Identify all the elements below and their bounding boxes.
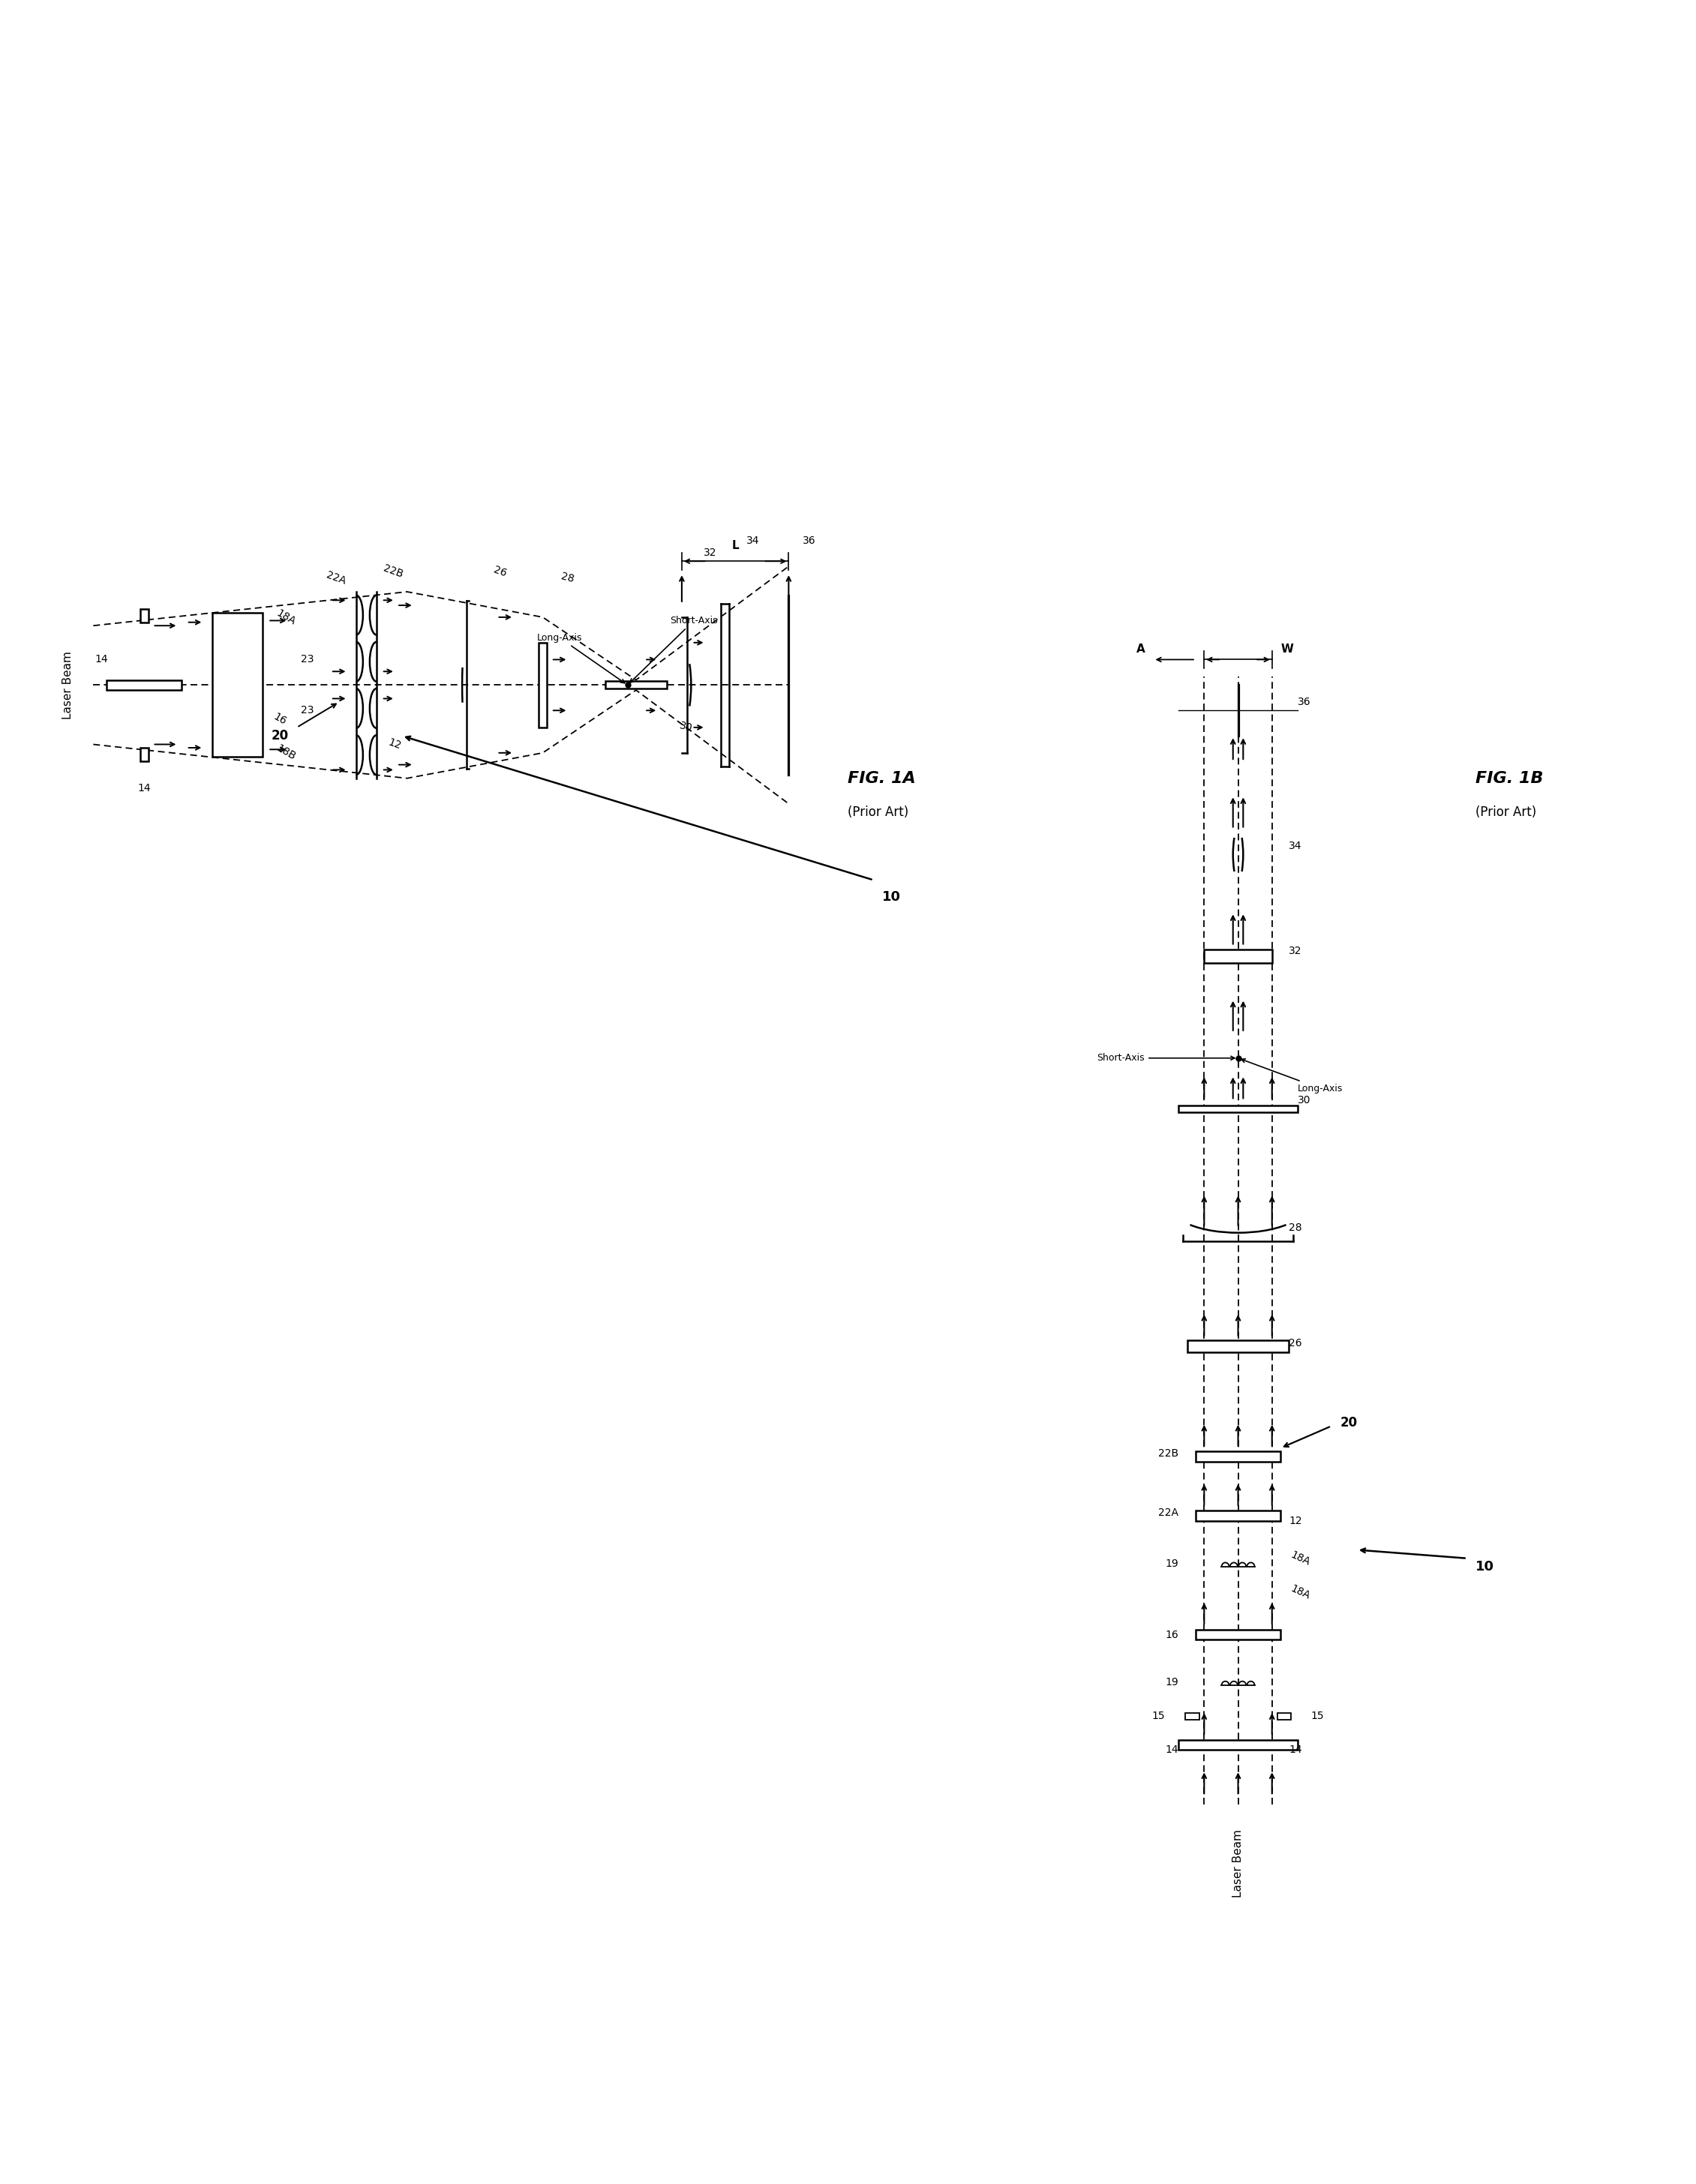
- Text: 22B: 22B: [1158, 1448, 1179, 1459]
- Bar: [539, 642, 546, 727]
- Text: 20: 20: [1340, 1415, 1357, 1428]
- Text: 32: 32: [704, 548, 717, 557]
- Bar: [139, 747, 149, 762]
- Text: 18B: 18B: [275, 743, 298, 762]
- Text: 14: 14: [95, 655, 109, 664]
- Text: 26: 26: [492, 563, 507, 579]
- Text: 22A: 22A: [1158, 1507, 1179, 1518]
- Text: Long-Axis: Long-Axis: [1241, 1059, 1343, 1094]
- Text: 19: 19: [1165, 1677, 1179, 1688]
- Text: 14: 14: [1165, 1745, 1179, 1756]
- Text: 34: 34: [746, 535, 760, 546]
- Text: Laser Beam: Laser Beam: [1233, 1830, 1243, 1898]
- Text: 30: 30: [678, 721, 694, 734]
- Text: 28: 28: [1289, 1223, 1303, 1234]
- Bar: [1179, 1741, 1297, 1749]
- Text: 12: 12: [1289, 1516, 1303, 1527]
- Text: Short-Axis: Short-Axis: [629, 616, 717, 684]
- Text: 12: 12: [387, 738, 402, 751]
- Text: L: L: [731, 539, 739, 550]
- Text: 14: 14: [1289, 1745, 1303, 1756]
- Text: 18A: 18A: [1289, 1548, 1313, 1568]
- Text: 34: 34: [1289, 841, 1303, 852]
- Bar: [212, 614, 263, 758]
- Text: 19: 19: [1165, 1557, 1179, 1568]
- Bar: [1186, 1712, 1199, 1719]
- Text: 16: 16: [1165, 1629, 1179, 1640]
- Text: 14: 14: [137, 784, 151, 793]
- Text: FIG. 1A: FIG. 1A: [848, 771, 916, 786]
- Bar: [1196, 1511, 1280, 1520]
- Text: A: A: [1136, 644, 1145, 655]
- Text: (Prior Art): (Prior Art): [848, 806, 909, 819]
- Text: 10: 10: [1476, 1559, 1494, 1572]
- Text: 20: 20: [271, 729, 288, 743]
- Text: W: W: [1280, 644, 1292, 655]
- Text: 15: 15: [1152, 1710, 1165, 1721]
- Bar: [1196, 1629, 1280, 1640]
- Bar: [1187, 1341, 1289, 1352]
- Text: 23: 23: [300, 705, 314, 716]
- Text: Short-Axis: Short-Axis: [1097, 1053, 1235, 1064]
- Text: 15: 15: [1311, 1710, 1325, 1721]
- Text: 36: 36: [1297, 697, 1311, 708]
- Bar: [1179, 1105, 1297, 1112]
- Bar: [1277, 1712, 1291, 1719]
- Text: 32: 32: [1289, 946, 1303, 957]
- Text: FIG. 1B: FIG. 1B: [1476, 771, 1543, 786]
- Text: 10: 10: [882, 891, 901, 904]
- Text: Laser Beam: Laser Beam: [63, 651, 73, 719]
- Text: 28: 28: [560, 572, 575, 585]
- Text: 18A: 18A: [275, 607, 298, 627]
- Text: 18A: 18A: [1289, 1583, 1313, 1601]
- Text: (Prior Art): (Prior Art): [1476, 806, 1537, 819]
- Text: 36: 36: [802, 535, 816, 546]
- Bar: [605, 681, 667, 688]
- Bar: [107, 679, 181, 690]
- Text: 22A: 22A: [326, 570, 348, 587]
- Bar: [1196, 1452, 1280, 1461]
- Text: 23: 23: [300, 655, 314, 664]
- Bar: [139, 609, 149, 622]
- Text: Long-Axis: Long-Axis: [538, 633, 624, 684]
- Text: 16: 16: [271, 712, 288, 727]
- Bar: [1204, 950, 1272, 963]
- Bar: [110, 681, 178, 690]
- Text: 26: 26: [1289, 1339, 1303, 1348]
- Text: 30: 30: [1297, 1094, 1311, 1105]
- Text: 22B: 22B: [382, 563, 404, 579]
